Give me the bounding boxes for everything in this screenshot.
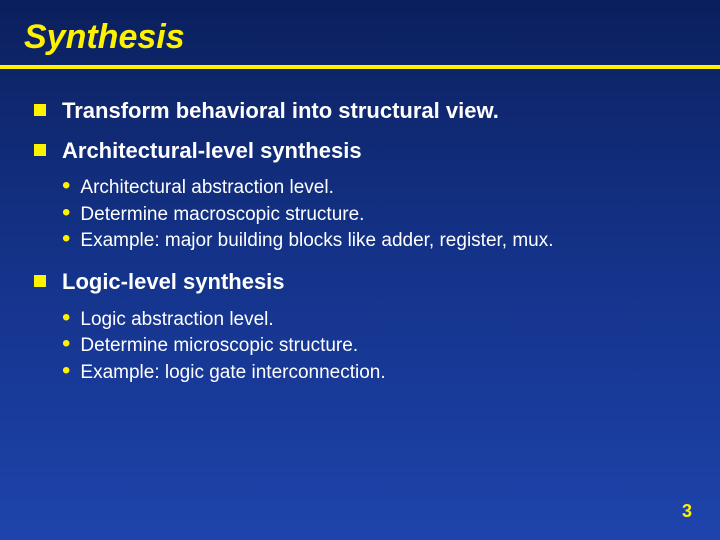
square-bullet-icon: [34, 144, 46, 156]
sub-list-item: • Architectural abstraction level.: [62, 176, 696, 201]
sub-list-item-text: Example: logic gate interconnection.: [80, 361, 385, 386]
sub-list-item: • Determine macroscopic structure.: [62, 203, 696, 228]
list-item-text: Transform behavioral into structural vie…: [62, 97, 499, 125]
square-bullet-icon: [34, 104, 46, 116]
sub-list: • Architectural abstraction level. • Det…: [62, 176, 696, 254]
list-item-text: Logic-level synthesis: [62, 268, 285, 296]
sub-list-item-text: Architectural abstraction level.: [80, 176, 333, 201]
sub-list-item: • Example: major building blocks like ad…: [62, 229, 696, 254]
dot-bullet-icon: •: [62, 176, 70, 196]
sub-list-item-text: Determine microscopic structure.: [80, 334, 358, 359]
slide-title: Synthesis: [24, 18, 696, 57]
sub-list-item: • Determine microscopic structure.: [62, 334, 696, 359]
sub-list-item: • Example: logic gate interconnection.: [62, 361, 696, 386]
dot-bullet-icon: •: [62, 334, 70, 354]
dot-bullet-icon: •: [62, 203, 70, 223]
square-bullet-icon: [34, 275, 46, 287]
slide: Synthesis Transform behavioral into stru…: [0, 0, 720, 540]
dot-bullet-icon: •: [62, 229, 70, 249]
page-number: 3: [682, 501, 692, 522]
sub-list-item-text: Determine macroscopic structure.: [80, 203, 364, 228]
dot-bullet-icon: •: [62, 361, 70, 381]
sub-list-item: • Logic abstraction level.: [62, 308, 696, 333]
list-item: Architectural-level synthesis: [34, 137, 696, 165]
sub-list-item-text: Example: major building blocks like adde…: [80, 229, 553, 254]
dot-bullet-icon: •: [62, 308, 70, 328]
list-item-text: Architectural-level synthesis: [62, 137, 362, 165]
list-item: Logic-level synthesis: [34, 268, 696, 296]
sub-list: • Logic abstraction level. • Determine m…: [62, 308, 696, 386]
sub-list-item-text: Logic abstraction level.: [80, 308, 273, 333]
list-item: Transform behavioral into structural vie…: [34, 97, 696, 125]
title-underline: [0, 65, 720, 69]
content-area: Transform behavioral into structural vie…: [24, 97, 696, 386]
